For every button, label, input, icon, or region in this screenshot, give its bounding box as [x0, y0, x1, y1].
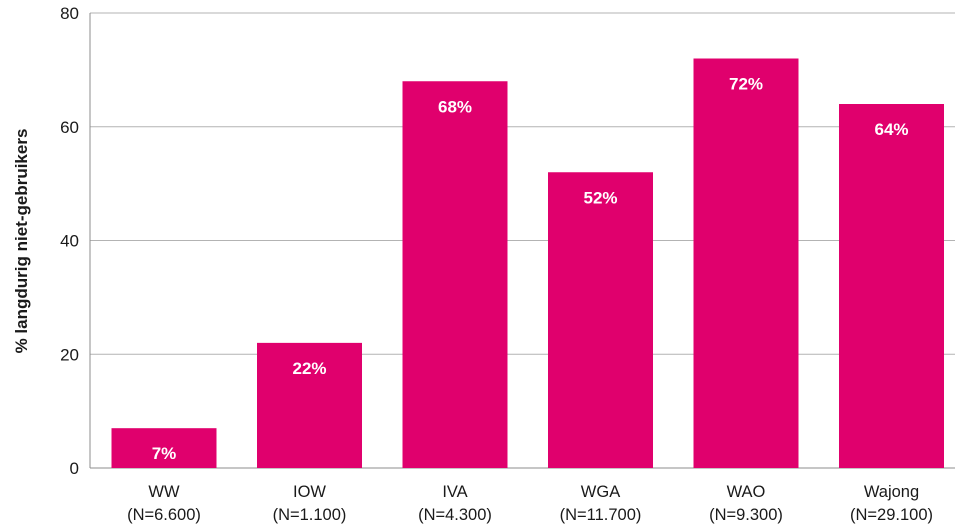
data-label: 7% — [152, 444, 177, 463]
data-labels: 7% 22% 68% 52% 72% 64% — [152, 75, 909, 464]
y-axis-label: % langdurig niet-gebruikers — [12, 129, 31, 354]
x-tick-label: WGA — [581, 483, 620, 501]
x-tick-label: IOW — [293, 483, 326, 501]
x-tick-sublabel: (N=1.100) — [273, 506, 347, 524]
gridlines — [89, 12, 955, 469]
y-tick-label: 80 — [60, 4, 79, 23]
data-label: 72% — [729, 75, 763, 94]
x-tick-label: WW — [148, 483, 180, 501]
y-axis-ticks: 0 20 40 60 80 — [60, 4, 79, 478]
x-tick-label: WAO — [727, 483, 766, 501]
y-tick-label: 40 — [60, 232, 79, 251]
x-tick-sublabel: (N=6.600) — [127, 506, 201, 524]
data-label: 64% — [874, 120, 908, 139]
data-label: 68% — [438, 97, 472, 116]
data-label: 52% — [583, 188, 617, 207]
y-tick-label: 20 — [60, 345, 79, 364]
x-tick-label: IVA — [442, 483, 467, 501]
x-axis-ticks: WW (N=6.600) IOW (N=1.100) IVA (N=4.300) WGA (N… — [127, 483, 933, 524]
bar-wga — [548, 172, 653, 468]
x-tick-sublabel: (N=4.300) — [418, 506, 492, 524]
x-tick-label: Wajong — [864, 483, 919, 501]
bar-ww — [111, 428, 217, 468]
x-tick-sublabel: (N=29.100) — [850, 506, 933, 524]
bar-wao — [693, 58, 799, 468]
bars — [111, 58, 944, 468]
bar-wajong — [839, 104, 944, 468]
x-tick-sublabel: (N=11.700) — [560, 506, 642, 524]
y-tick-label: 0 — [70, 459, 79, 478]
y-tick-label: 60 — [60, 118, 79, 137]
x-tick-sublabel: (N=9.300) — [709, 506, 783, 524]
data-label: 22% — [292, 359, 326, 378]
bar-iow — [257, 342, 362, 468]
bar-iva — [402, 81, 508, 468]
